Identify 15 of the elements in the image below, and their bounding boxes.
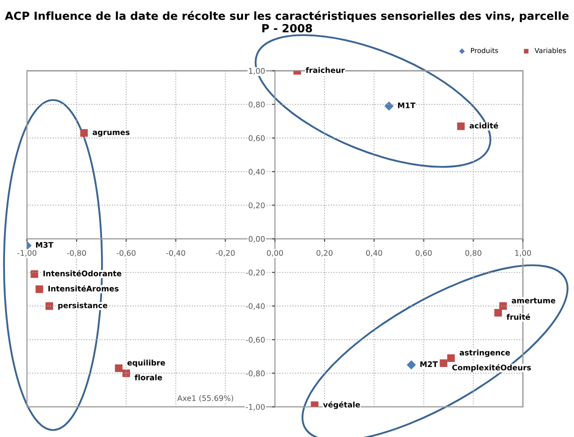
point <box>384 101 394 111</box>
point <box>499 302 507 310</box>
point <box>114 364 123 372</box>
point <box>457 122 465 130</box>
point <box>440 359 448 367</box>
point <box>447 354 455 362</box>
point <box>122 369 130 378</box>
point <box>406 360 416 370</box>
point <box>30 270 38 278</box>
point <box>310 401 318 407</box>
point <box>36 285 44 294</box>
point <box>494 308 502 317</box>
chart-title: ACP Influence de la date de récolte sur les caractéristiques sensorielles des vins, parcelle P - 2008 <box>4 10 569 32</box>
point <box>80 129 88 137</box>
point <box>45 302 54 310</box>
